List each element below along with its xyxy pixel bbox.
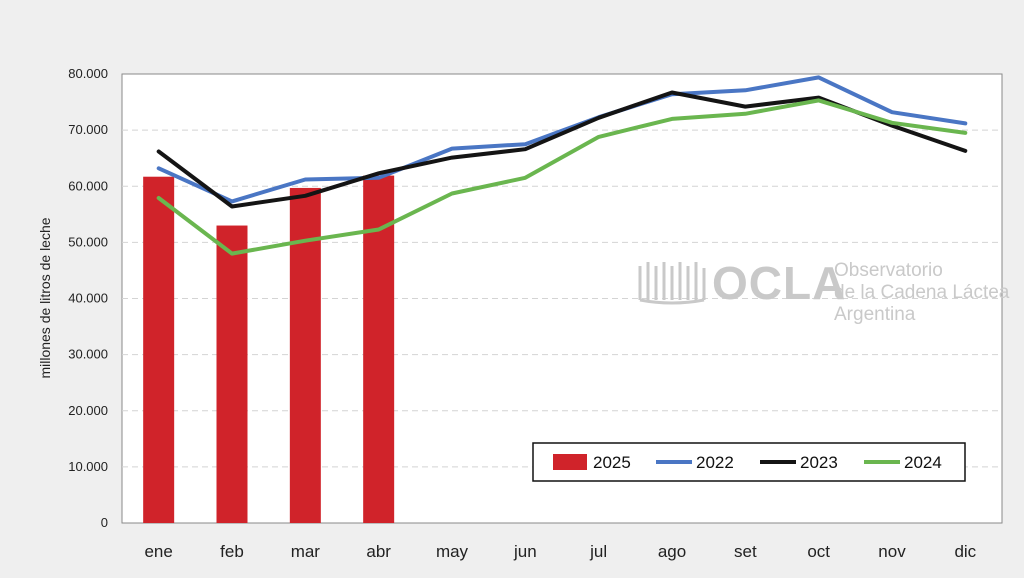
watermark-line2: de la Cadena Láctea	[834, 282, 1010, 303]
y-axis-label: millones de litros de leche	[37, 217, 53, 378]
ocla-logo-icon	[638, 262, 706, 305]
y-tick-label: 0	[101, 515, 108, 530]
series-line-2022	[156, 75, 968, 204]
series-lines	[156, 75, 968, 256]
y-tick-label: 50.000	[68, 234, 108, 249]
legend: 2025 2022 2023 2024	[532, 442, 966, 482]
y-tick-label: 20.000	[68, 403, 108, 418]
x-tick-label: oct	[807, 542, 830, 561]
x-tick-label: may	[436, 542, 469, 561]
x-tick-label: abr	[366, 542, 391, 561]
y-tick-label: 60.000	[68, 178, 108, 193]
y-tick-label: 10.000	[68, 459, 108, 474]
legend-label-2022: 2022	[696, 453, 734, 472]
x-tick-label: nov	[878, 542, 906, 561]
ocla-watermark: OCLA Observatorio de la Cadena Láctea Ar…	[638, 257, 1010, 325]
x-axis-ticks: ene feb mar abr may jun jul ago set oct nov dic	[144, 542, 976, 561]
y-tick-label: 80.000	[68, 66, 108, 81]
x-tick-label: dic	[954, 542, 976, 561]
x-tick-label: jun	[513, 542, 537, 561]
y-tick-label: 30.000	[68, 347, 108, 362]
bar-2025	[143, 176, 175, 524]
bar-2025	[216, 225, 248, 523]
x-tick-label: mar	[291, 542, 321, 561]
watermark-line1: Observatorio	[834, 260, 943, 281]
watermark-line3: Argentina	[834, 304, 916, 325]
legend-label-2024: 2024	[904, 453, 942, 472]
x-tick-label: ene	[144, 542, 172, 561]
x-tick-label: jul	[589, 542, 607, 561]
x-tick-label: set	[734, 542, 757, 561]
bar-2025	[363, 175, 395, 523]
series-line-2024	[156, 98, 968, 256]
watermark-brand: OCLA	[712, 257, 846, 309]
legend-label-2025: 2025	[593, 453, 631, 472]
y-tick-label: 40.000	[68, 291, 108, 306]
y-axis-ticks: 0 10.000 20.000 30.000 40.000 50.000 60.000 70.…	[68, 66, 108, 530]
legend-label-2023: 2023	[800, 453, 838, 472]
x-tick-label: feb	[220, 542, 244, 561]
y-tick-label: 70.000	[68, 122, 108, 137]
x-tick-label: ago	[658, 542, 686, 561]
legend-swatch-2025	[553, 454, 587, 470]
bars-2025	[143, 175, 395, 524]
